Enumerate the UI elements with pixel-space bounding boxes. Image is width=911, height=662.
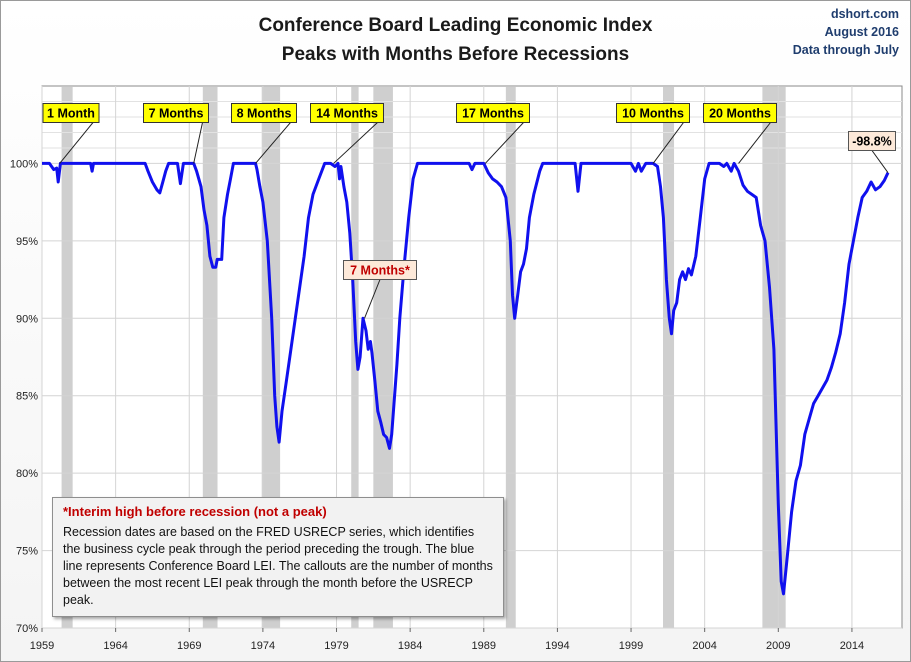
callout-label: 20 Months <box>709 107 771 121</box>
x-tick-label: 1979 <box>324 640 348 652</box>
y-tick-label: 70% <box>16 623 38 635</box>
callout-box <box>42 103 100 123</box>
chart-title-line-2: Peaks with Months Before Recessions <box>281 44 630 65</box>
x-tick-label: 1999 <box>619 640 643 652</box>
callout-leader <box>193 122 203 164</box>
x-tick-label: 1969 <box>177 640 201 652</box>
y-tick-label: 90% <box>16 313 38 325</box>
callout-label: 14 Months <box>316 107 378 121</box>
callout-box <box>310 103 384 123</box>
x-tick-label: 1989 <box>472 640 496 652</box>
recession-band <box>61 87 73 628</box>
callout-leader <box>364 279 381 319</box>
callout-label: 10 Months <box>622 107 684 121</box>
callout-box <box>703 103 777 123</box>
callout-leader <box>59 122 94 164</box>
callout-box <box>456 103 530 123</box>
y-tick-label: 75% <box>16 546 38 558</box>
x-tick-label: 1984 <box>398 640 422 652</box>
x-tick-label: 1959 <box>30 640 54 652</box>
recession-band <box>373 87 393 628</box>
x-tick-label: 2014 <box>840 640 864 652</box>
y-tick-label: 95% <box>16 236 38 248</box>
callout-leader <box>652 122 684 164</box>
data-through-label: Data through July <box>792 43 899 57</box>
x-tick-label: 2009 <box>766 640 790 652</box>
callout-box <box>231 103 297 123</box>
callout-box <box>848 131 896 151</box>
recession-band <box>351 87 359 628</box>
recession-band <box>662 87 675 628</box>
date-label: August 2016 <box>824 25 899 39</box>
callout-label: -98.8% <box>852 135 892 149</box>
chart-title-line-1: Conference Board Leading Economic Index <box>258 15 653 36</box>
callout-label: 8 Months <box>237 107 292 121</box>
x-tick-label: 1964 <box>103 640 127 652</box>
note-heading: *Interim high before recession (not a pe… <box>63 504 327 519</box>
callout-box <box>343 260 417 280</box>
callout-label: 7 Months* <box>350 264 410 278</box>
x-tick-label: 1994 <box>545 640 569 652</box>
source-label: dshort.com <box>830 7 899 21</box>
callout-label: 1 Month <box>47 107 95 121</box>
callout-box <box>143 103 209 123</box>
y-tick-label: 85% <box>16 391 38 403</box>
callout-leader <box>871 150 889 174</box>
callout-leader <box>484 122 524 164</box>
callout-label: 17 Months <box>462 107 524 121</box>
lei-series-line <box>42 161 890 596</box>
callout-label: 7 Months <box>149 107 204 121</box>
x-tick-label: 2004 <box>692 640 716 652</box>
callout-leader <box>333 122 378 164</box>
y-tick-label: 80% <box>16 468 38 480</box>
x-tick-label: 1974 <box>251 640 275 652</box>
callout-box <box>616 103 690 123</box>
note-box: *Interim high before recession (not a pe… <box>52 497 504 617</box>
recession-band <box>505 87 516 628</box>
note-body: Recession dates are based on the FRED US… <box>63 525 493 607</box>
y-tick-label: 100% <box>10 158 38 170</box>
callout-leader <box>255 122 291 164</box>
callout-leader <box>738 122 771 164</box>
